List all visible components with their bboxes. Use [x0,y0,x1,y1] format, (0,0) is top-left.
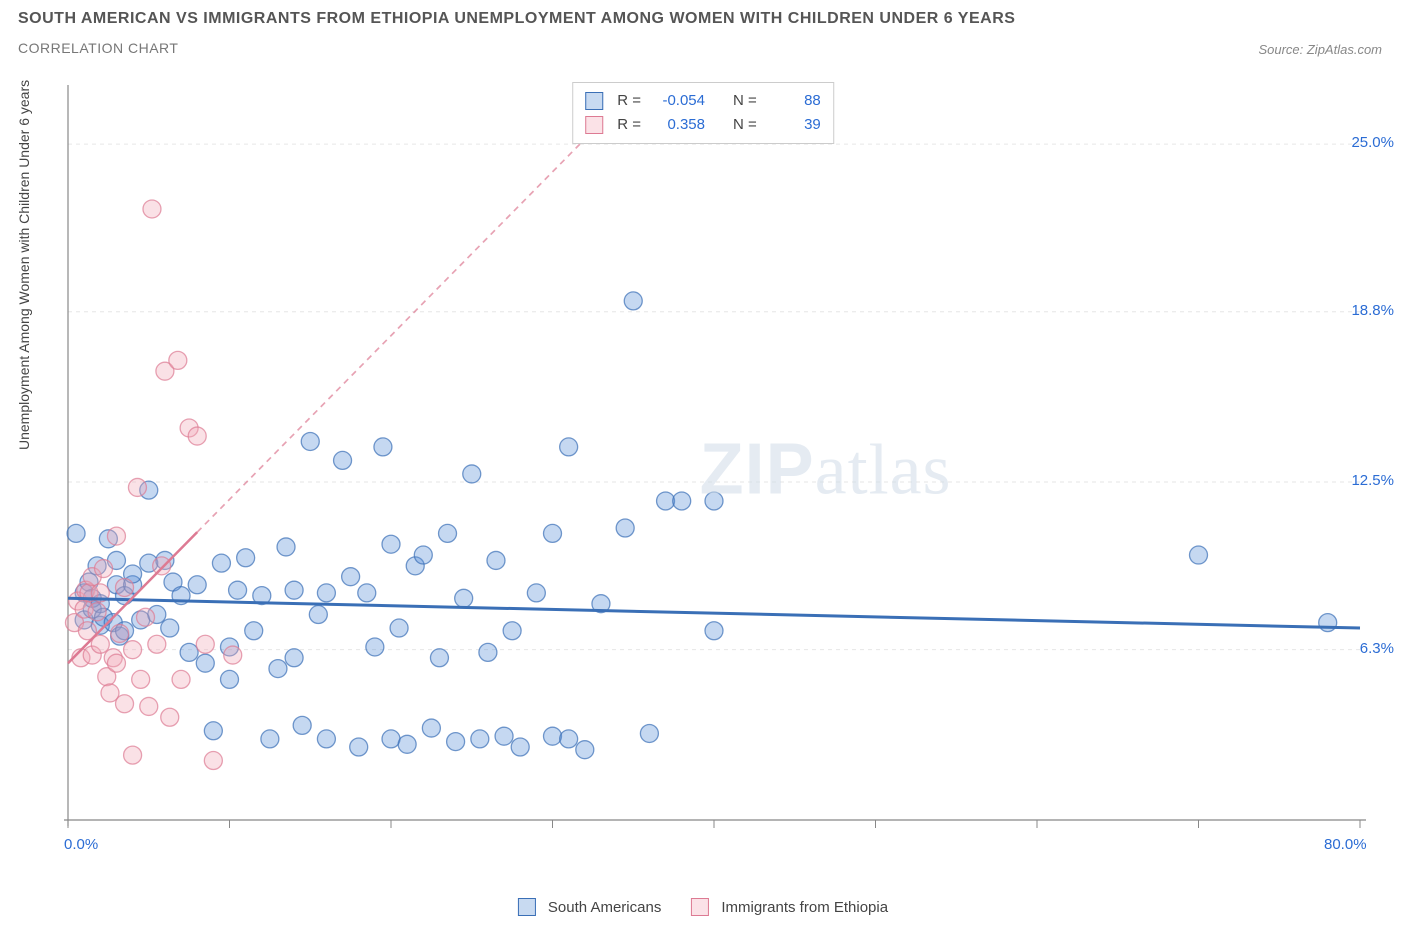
legend-swatch [585,116,603,134]
x-tick-label: 80.0% [1324,836,1367,853]
stats-row: R = 0.358 N = 39 [585,113,821,137]
legend-swatch [518,898,536,916]
stat-r-label: R = [617,113,641,137]
legend: South Americans Immigrants from Ethiopia [518,898,888,916]
y-axis-label: Unemployment Among Women with Children U… [16,80,32,450]
stats-row: R = -0.054 N = 88 [585,89,821,113]
x-tick-label: 0.0% [64,836,98,853]
stat-r-label: R = [617,89,641,113]
y-tick-label: 18.8% [1351,302,1394,319]
stat-r-value: 0.358 [651,113,705,137]
stat-r-value: -0.054 [651,89,705,113]
stats-box: R = -0.054 N = 88 R = 0.358 N = 39 [572,82,834,144]
y-tick-label: 25.0% [1351,134,1394,151]
stat-n-label: N = [733,113,757,137]
chart-title: SOUTH AMERICAN VS IMMIGRANTS FROM ETHIOP… [18,10,1388,28]
legend-item: Immigrants from Ethiopia [691,898,888,916]
legend-label: South Americans [548,899,661,916]
chart-area: ZIPatlas [60,80,1380,860]
legend-item: South Americans [518,898,661,916]
stat-n-value: 39 [767,113,821,137]
stat-n-label: N = [733,89,757,113]
legend-label: Immigrants from Ethiopia [721,899,888,916]
y-tick-label: 6.3% [1360,640,1394,657]
scatter-plot [60,80,1380,860]
y-tick-label: 12.5% [1351,472,1394,489]
source-attribution: Source: ZipAtlas.com [1258,42,1382,57]
stat-n-value: 88 [767,89,821,113]
legend-swatch [585,92,603,110]
chart-subtitle: CORRELATION CHART [18,40,1388,56]
legend-swatch [691,898,709,916]
